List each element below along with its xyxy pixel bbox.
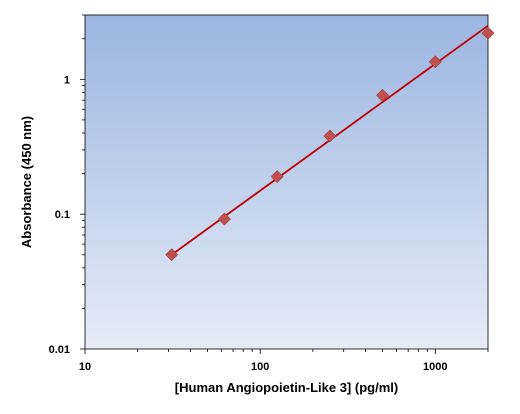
data-point [323,129,337,143]
y-axis-title: Absorbance (450 nm) [19,116,34,248]
y-tick-label: 0.01 [49,344,70,356]
data-point [217,212,231,226]
data-point [376,88,389,102]
plot-area [84,14,489,350]
x-tick-label: 10 [79,361,91,373]
data-point [165,248,179,262]
data-point [270,170,284,184]
x-axis-title: [Human Angiopoietin-Like 3] (pg/ml) [175,380,398,395]
y-axis-ticks: 0.01 0.1 1 [49,14,85,356]
data-point [428,55,442,69]
x-axis-ticks: 10 100 1000 [79,349,489,373]
data-points [165,26,495,262]
y-tick-label: 1 [64,74,70,86]
data-point [481,26,495,40]
y-tick-label: 0.1 [55,209,70,221]
x-tick-label: 1000 [423,361,447,373]
x-tick-label: 100 [251,361,269,373]
